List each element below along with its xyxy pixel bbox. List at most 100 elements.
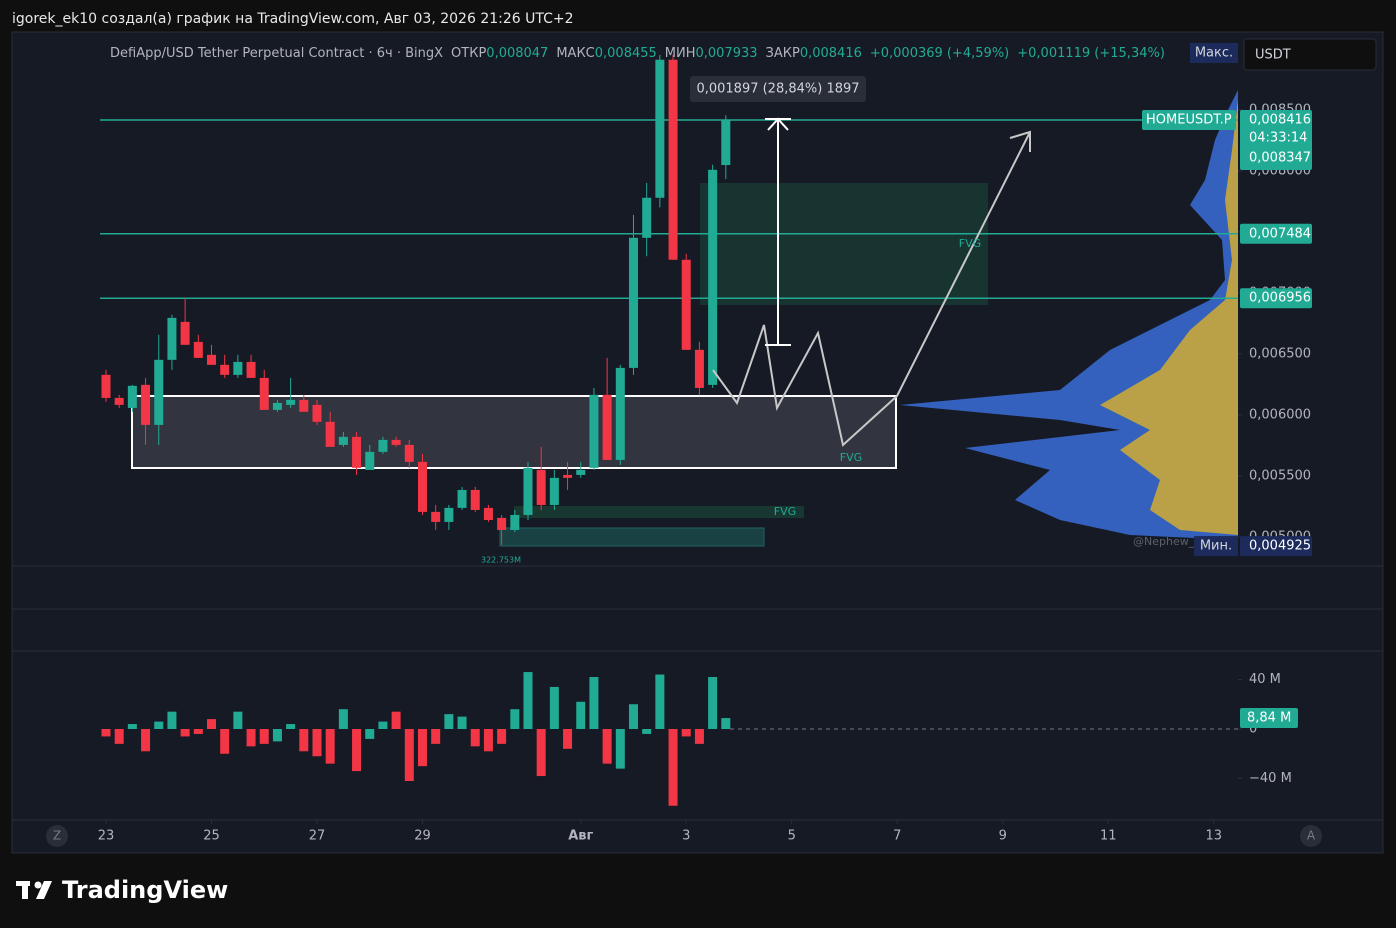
- y-tick-label: 0,006500: [1249, 346, 1311, 361]
- candle-body: [483, 507, 493, 520]
- x-tick-label: 3: [682, 829, 690, 844]
- fvg-box: [514, 506, 804, 518]
- volume-bar: [312, 729, 322, 757]
- x-tick-label: 25: [203, 829, 220, 844]
- volume-bar: [101, 729, 111, 737]
- volume-tag-label: 8,84 M: [1247, 711, 1291, 726]
- candle-body: [681, 259, 691, 350]
- candle-body: [220, 364, 230, 375]
- countdown: 04:33:14: [1249, 131, 1307, 146]
- volume-bar: [193, 729, 203, 734]
- axis-button[interactable]: [46, 825, 68, 847]
- legend-key: МАКС: [556, 46, 594, 61]
- candle-body: [391, 439, 401, 445]
- volume-bar: [470, 729, 480, 747]
- volume-bar: [536, 729, 546, 777]
- candle-body: [114, 397, 124, 405]
- volume-bar: [127, 724, 137, 730]
- volume-bar: [272, 729, 282, 742]
- volume-bar: [602, 729, 612, 764]
- x-tick-label: 5: [788, 829, 796, 844]
- volume-bar: [576, 701, 586, 730]
- legend-value: 0,008047: [486, 46, 548, 61]
- price-tag: [1240, 536, 1312, 557]
- header: igorek_ek10 создал(а) график на TradingV…: [12, 11, 574, 27]
- candle-body: [694, 349, 704, 388]
- volume-tick-label: 40 M: [1249, 672, 1281, 687]
- y-tick-label: 0,006000: [1249, 407, 1311, 422]
- candle-body: [127, 385, 137, 408]
- volume-bar: [417, 729, 427, 767]
- candle-body: [299, 399, 309, 412]
- candle-body: [589, 394, 599, 468]
- volume-bar: [352, 729, 362, 772]
- currency[interactable]: USDT: [1255, 48, 1291, 63]
- measure-label: 0,001897 (28,84%) 1897: [696, 82, 859, 97]
- brand: TradingView: [62, 876, 228, 904]
- candle-body: [180, 321, 190, 345]
- max-tag-box: [1190, 43, 1238, 63]
- candle-body: [404, 444, 414, 462]
- candle-body: [233, 361, 243, 375]
- price-tag-label: 0,004925: [1249, 539, 1311, 554]
- max-tag: Макс.: [1195, 46, 1233, 61]
- demand-zone: [131, 395, 897, 469]
- candle-body: [365, 451, 375, 470]
- candle-body: [338, 436, 348, 445]
- legend-key: ЗАКР: [766, 46, 800, 61]
- legend-value: 0,008416: [800, 46, 862, 61]
- symbol-tag-label: HOMEUSDT.P: [1146, 113, 1232, 128]
- x-tick-label: 27: [309, 829, 326, 844]
- volume-bar: [589, 677, 599, 730]
- target-zone: [700, 183, 988, 305]
- candle-body: [536, 469, 546, 505]
- legend-key: МИН: [665, 46, 696, 61]
- volume-bar: [694, 729, 704, 744]
- candle-body: [141, 384, 151, 425]
- volume-bar: [628, 704, 638, 730]
- candle-body: [615, 367, 625, 460]
- axis-button-label[interactable]: A: [1307, 829, 1316, 843]
- volume-bar: [549, 686, 559, 730]
- projection-path: [712, 131, 1031, 447]
- y-tick-label: 0,005500: [1249, 468, 1311, 483]
- candle-body: [576, 469, 586, 475]
- volume-bar: [299, 729, 309, 752]
- brand-logo: [16, 881, 52, 899]
- volume-bar: [141, 729, 151, 752]
- axis-button-label[interactable]: Z: [53, 829, 61, 843]
- candle-body: [668, 59, 678, 260]
- price-tag: [1240, 288, 1312, 309]
- volume-bar: [338, 709, 348, 730]
- volume-bar: [655, 674, 665, 730]
- candle-body: [708, 169, 718, 385]
- watermark: @Nephew_: [1133, 535, 1195, 548]
- fvg-box: [499, 527, 765, 547]
- price-tag: [1240, 110, 1312, 171]
- candle-body: [457, 489, 467, 508]
- currency-box[interactable]: [1243, 38, 1377, 71]
- legend-value: 0,008455: [595, 46, 657, 61]
- volume-bar: [431, 729, 441, 744]
- volume-bar: [510, 709, 520, 730]
- candle-body: [470, 489, 480, 510]
- volume-bar: [206, 719, 216, 730]
- volume-bar: [259, 729, 269, 744]
- legend-change: +0,000369 (+4,59%): [870, 46, 1009, 61]
- candle-body: [417, 461, 427, 512]
- candle-body: [549, 477, 559, 505]
- volume-bar: [615, 729, 625, 769]
- axis-button[interactable]: [1300, 825, 1322, 847]
- legend-value: 0,007933: [696, 46, 758, 61]
- x-tick-label: 23: [98, 829, 115, 844]
- candle-body: [259, 377, 269, 410]
- candle-body: [497, 517, 507, 530]
- candle-body: [101, 374, 111, 398]
- volume-bar: [444, 714, 454, 730]
- volume-bar: [563, 729, 573, 749]
- volume-note: 322.753M: [481, 556, 521, 565]
- candle-body: [721, 120, 731, 166]
- candle-body: [602, 394, 612, 460]
- volume-bar: [523, 672, 533, 730]
- price-tag-label: 0,007484: [1249, 226, 1311, 241]
